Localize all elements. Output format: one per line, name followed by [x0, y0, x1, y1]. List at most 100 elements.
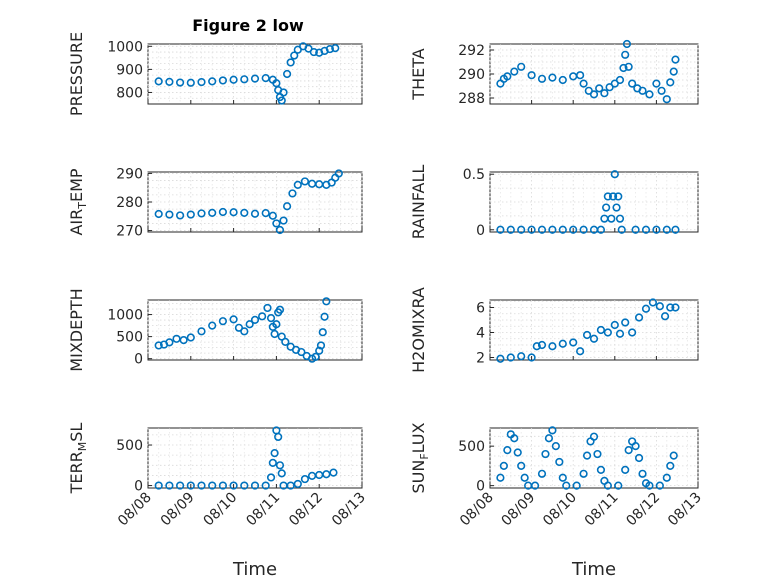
y-tick-label: 0 — [134, 479, 143, 495]
data-point — [621, 318, 630, 327]
data-point — [569, 338, 578, 347]
data-point — [288, 189, 297, 198]
data-point — [218, 481, 227, 490]
axes-box — [147, 299, 363, 361]
data-point — [311, 352, 320, 362]
data-point — [258, 312, 267, 321]
data-point — [154, 481, 163, 490]
data-point — [154, 341, 163, 350]
data-point — [648, 298, 658, 307]
data-point — [619, 63, 628, 73]
data-point — [537, 340, 547, 350]
data-point — [245, 320, 254, 329]
panel-pressure: 800 900 1000 PRESSURE — [67, 32, 363, 116]
y-axis-label: RAINFALL — [409, 165, 428, 240]
data-point — [270, 449, 279, 458]
data-point — [496, 354, 505, 363]
data-point — [496, 225, 505, 234]
data-point — [610, 170, 619, 179]
data-point — [261, 209, 270, 218]
y-axis-label: THETA — [409, 48, 428, 100]
data-point — [579, 79, 588, 88]
y-axis-label: H2OMIXRA — [409, 287, 428, 373]
data-point — [548, 73, 557, 82]
y-tick-label: 4 — [476, 326, 485, 342]
y-tick-label: 0 — [476, 479, 485, 495]
data-point — [615, 214, 625, 223]
figure-title: Figure 2 low — [192, 16, 304, 35]
data-point — [669, 451, 678, 460]
series-pressure — [154, 42, 340, 105]
data-point — [322, 297, 331, 306]
data-point — [266, 473, 276, 482]
y-tick-label: 1000 — [107, 39, 143, 55]
data-point — [279, 216, 288, 225]
data-point — [320, 312, 329, 321]
data-point — [503, 72, 512, 81]
data-point — [655, 481, 664, 490]
data-point — [596, 465, 606, 474]
data-point — [229, 481, 238, 490]
data-point — [300, 474, 310, 484]
data-point — [617, 225, 626, 234]
data-point — [197, 77, 206, 87]
data-point — [197, 209, 206, 218]
series-air-temp — [154, 169, 343, 235]
series-theta — [496, 39, 680, 104]
data-point — [655, 302, 664, 311]
data-point — [266, 313, 276, 323]
panel-air-temp: 270 280 290 AIRTEMP — [67, 166, 363, 240]
data-point — [240, 75, 249, 84]
data-point — [272, 219, 281, 228]
data-point — [208, 481, 217, 490]
data-point — [558, 473, 567, 482]
data-point — [610, 320, 619, 330]
data-point — [506, 225, 515, 234]
data-point — [297, 347, 306, 357]
data-point — [179, 336, 188, 345]
data-point — [197, 327, 206, 336]
panel-rainfall: 0 0.5 RAINFALL — [409, 165, 699, 240]
data-point — [268, 211, 277, 220]
data-point — [671, 225, 680, 234]
y-tick-label: 900 — [116, 62, 143, 78]
data-point — [666, 461, 675, 470]
data-point — [669, 67, 678, 76]
data-point — [612, 203, 621, 212]
data-point — [154, 209, 163, 219]
data-point — [615, 75, 625, 85]
panel-h2omixra: 2 4 6 H2OMIXRA — [409, 287, 699, 373]
data-point — [572, 481, 581, 490]
data-point — [272, 320, 281, 329]
data-point — [208, 321, 217, 330]
data-point — [281, 337, 290, 347]
y-tick-label: 500 — [458, 439, 485, 455]
panel-theta: 288 290 292 THETA — [409, 39, 699, 107]
y-axis-label: AIRTEMP — [67, 168, 89, 235]
data-point — [589, 90, 599, 99]
x-axis-label: Time — [232, 559, 277, 580]
data-point — [250, 209, 260, 218]
data-point — [541, 449, 550, 459]
data-point — [218, 76, 227, 85]
data-point — [544, 434, 554, 443]
data-point — [154, 77, 163, 86]
data-point — [596, 225, 606, 234]
data-point — [283, 202, 292, 211]
data-point — [197, 481, 206, 490]
data-point — [240, 327, 249, 336]
data-point — [558, 75, 567, 85]
data-point — [165, 77, 174, 86]
data-point — [279, 88, 288, 97]
data-point — [293, 479, 302, 489]
data-point — [652, 225, 661, 234]
data-point — [551, 442, 560, 451]
y-tick-label: 0 — [476, 223, 485, 239]
data-point — [250, 74, 260, 83]
data-point — [329, 468, 338, 477]
data-point — [517, 62, 526, 71]
data-point — [283, 69, 292, 79]
data-point — [309, 47, 318, 57]
data-point — [510, 67, 519, 76]
y-tick-label: 280 — [116, 195, 143, 211]
